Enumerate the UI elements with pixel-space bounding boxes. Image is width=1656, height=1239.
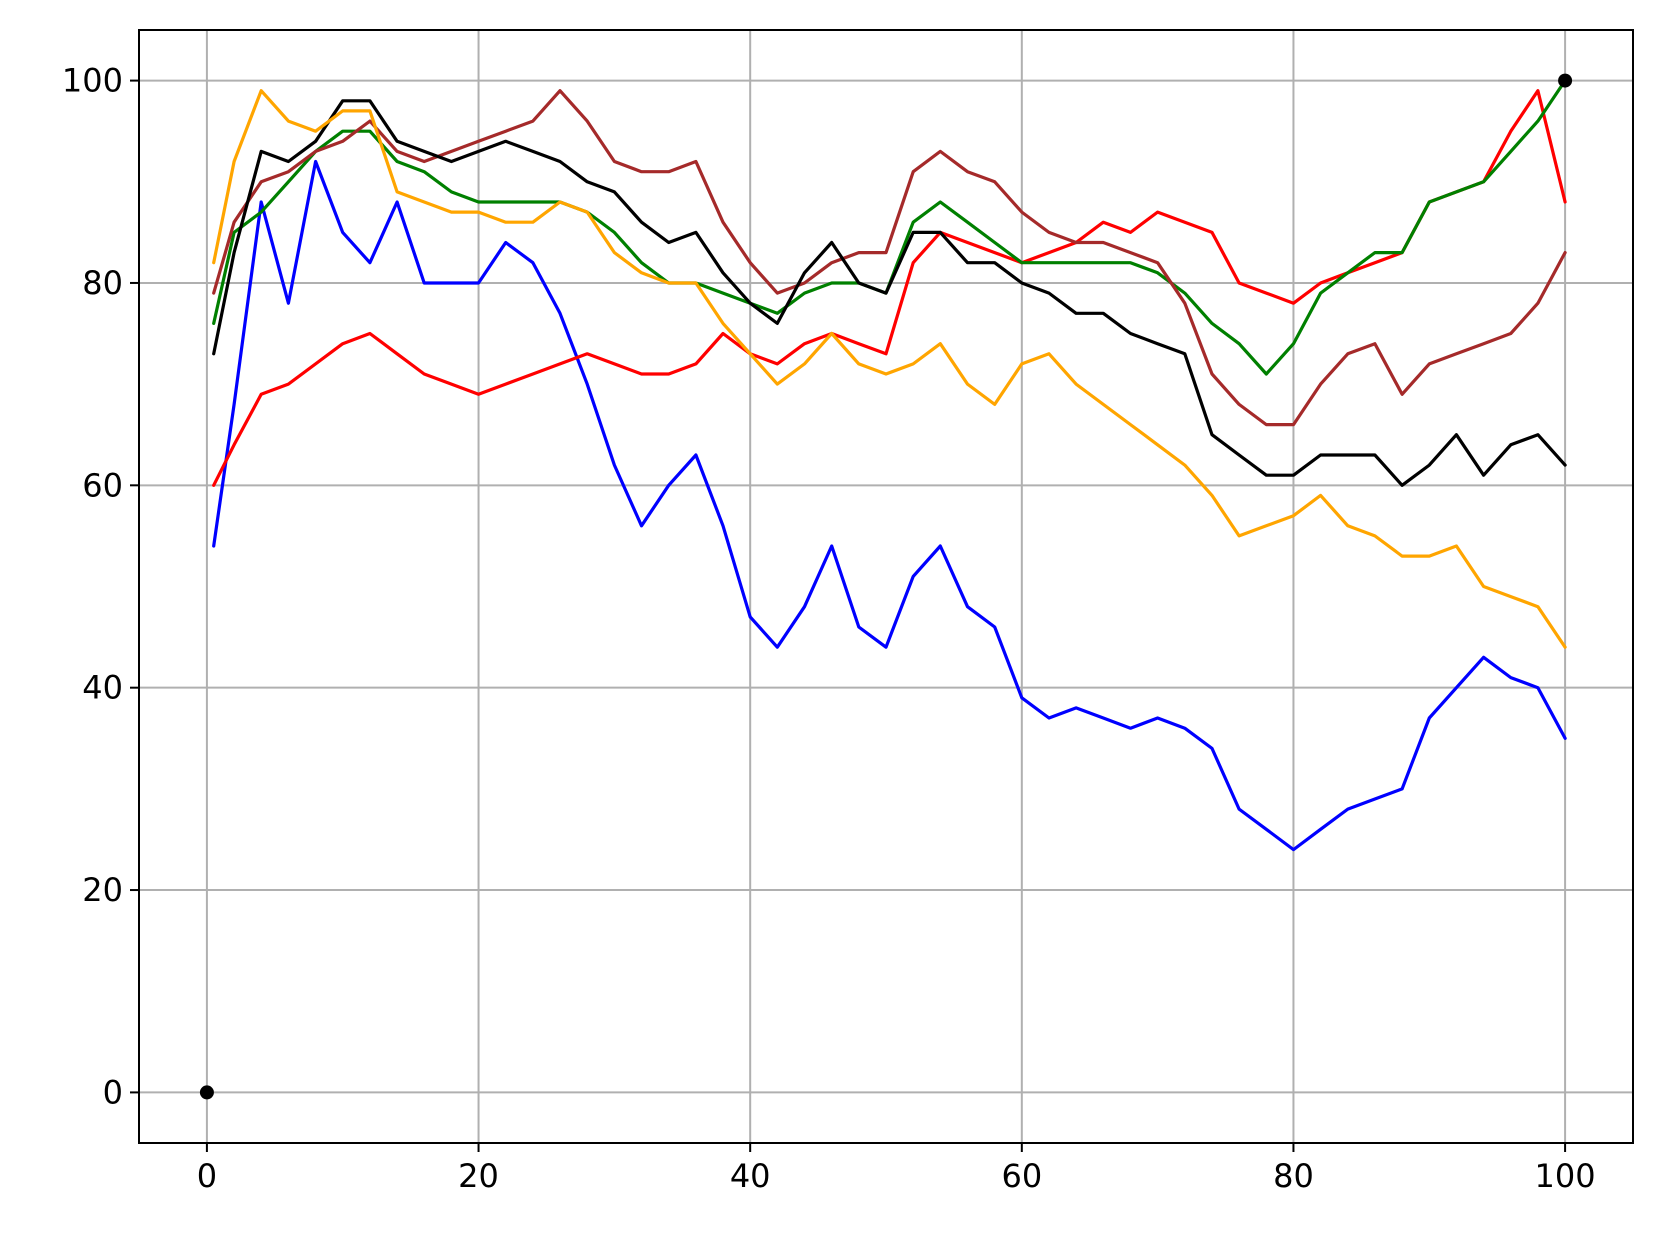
series-line-1: [212, 89, 1567, 487]
y-tick-label: 40: [82, 669, 123, 707]
series-line-0: [212, 159, 1567, 852]
marker-point-1: [1558, 73, 1573, 88]
series-line-5: [212, 89, 1567, 649]
series-line-3: [212, 89, 1567, 427]
y-tick-label: 60: [82, 466, 123, 504]
x-axis: 0 20 40 60 80 100: [197, 1143, 1596, 1195]
marker-point-0: [199, 1085, 214, 1100]
series-line-4: [212, 99, 1567, 487]
x-tick-label: 80: [1273, 1157, 1314, 1195]
y-axis: 0 20 40 60 80 100: [62, 62, 139, 1111]
x-tick-label: 0: [197, 1157, 217, 1195]
y-tick-label: 0: [103, 1073, 123, 1111]
x-tick-label: 40: [730, 1157, 771, 1195]
x-tick-label: 100: [1535, 1157, 1596, 1195]
x-tick-label: 20: [458, 1157, 499, 1195]
y-tick-label: 20: [82, 871, 123, 909]
x-tick-label: 60: [1001, 1157, 1042, 1195]
markers: [199, 73, 1573, 1100]
plot-frame: [138, 29, 1634, 1144]
y-tick-label: 100: [62, 62, 123, 100]
grid: [139, 30, 1633, 1143]
series-line-2: [212, 79, 1567, 376]
y-tick-label: 80: [82, 264, 123, 302]
series-lines: [212, 79, 1567, 852]
